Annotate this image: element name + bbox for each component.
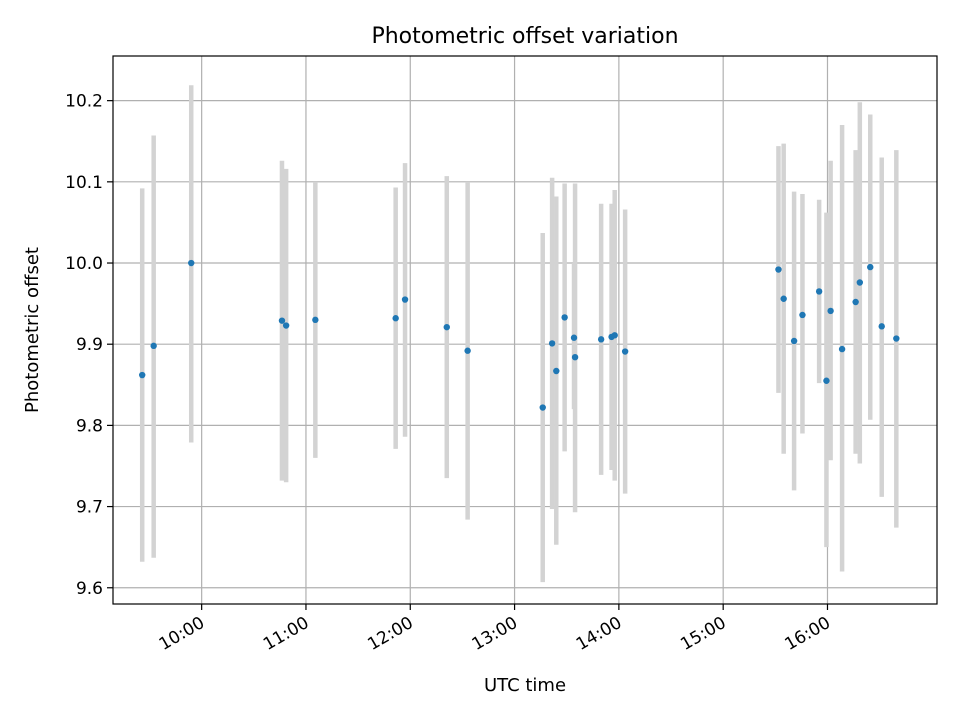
data-point <box>312 316 319 324</box>
data-point <box>775 266 782 273</box>
y-tick-label: 9.8 <box>76 416 103 436</box>
data-point <box>838 345 846 353</box>
data-point <box>282 322 290 329</box>
data-point <box>852 298 859 306</box>
data-point <box>780 295 787 302</box>
data-point <box>827 307 834 315</box>
data-point <box>878 323 885 330</box>
y-tick-label: 9.6 <box>76 579 103 599</box>
y-axis-label: Photometric offset <box>22 247 43 413</box>
data-point <box>464 347 471 354</box>
data-point <box>392 315 399 322</box>
data-point <box>597 336 605 343</box>
y-axis-ticks: 9.6 9.7 9.8 9.9 10.0 10.1 10.2 <box>65 92 113 599</box>
y-tick-label: 9.7 <box>76 498 103 518</box>
grid-lines <box>113 56 937 604</box>
data-point <box>893 335 900 342</box>
data-point <box>553 367 560 375</box>
data-point <box>188 259 195 267</box>
data-point <box>571 353 579 361</box>
data-point <box>548 340 556 347</box>
data-point <box>539 404 546 411</box>
data-point <box>621 348 629 355</box>
data-point <box>799 311 806 319</box>
data-point <box>856 279 864 286</box>
data-point <box>561 314 568 321</box>
data-point <box>278 317 286 324</box>
plot-frame <box>112 55 938 605</box>
data-point <box>823 377 830 384</box>
data-point <box>790 337 798 345</box>
y-tick-label: 9.9 <box>76 335 103 355</box>
data-point <box>611 332 618 339</box>
data-point <box>815 288 823 295</box>
data-point <box>139 371 146 379</box>
data-point <box>570 334 578 341</box>
y-tick-label: 10.1 <box>65 173 103 193</box>
data-point <box>867 263 874 271</box>
data-point <box>150 342 157 350</box>
x-axis-label: UTC time <box>484 675 566 696</box>
y-tick-label: 10.2 <box>65 92 103 112</box>
data-point <box>443 323 450 331</box>
data-point <box>401 296 409 303</box>
chart-title: Photometric offset variation <box>371 24 678 49</box>
data-points <box>139 259 900 411</box>
y-tick-label: 10.0 <box>65 254 103 274</box>
